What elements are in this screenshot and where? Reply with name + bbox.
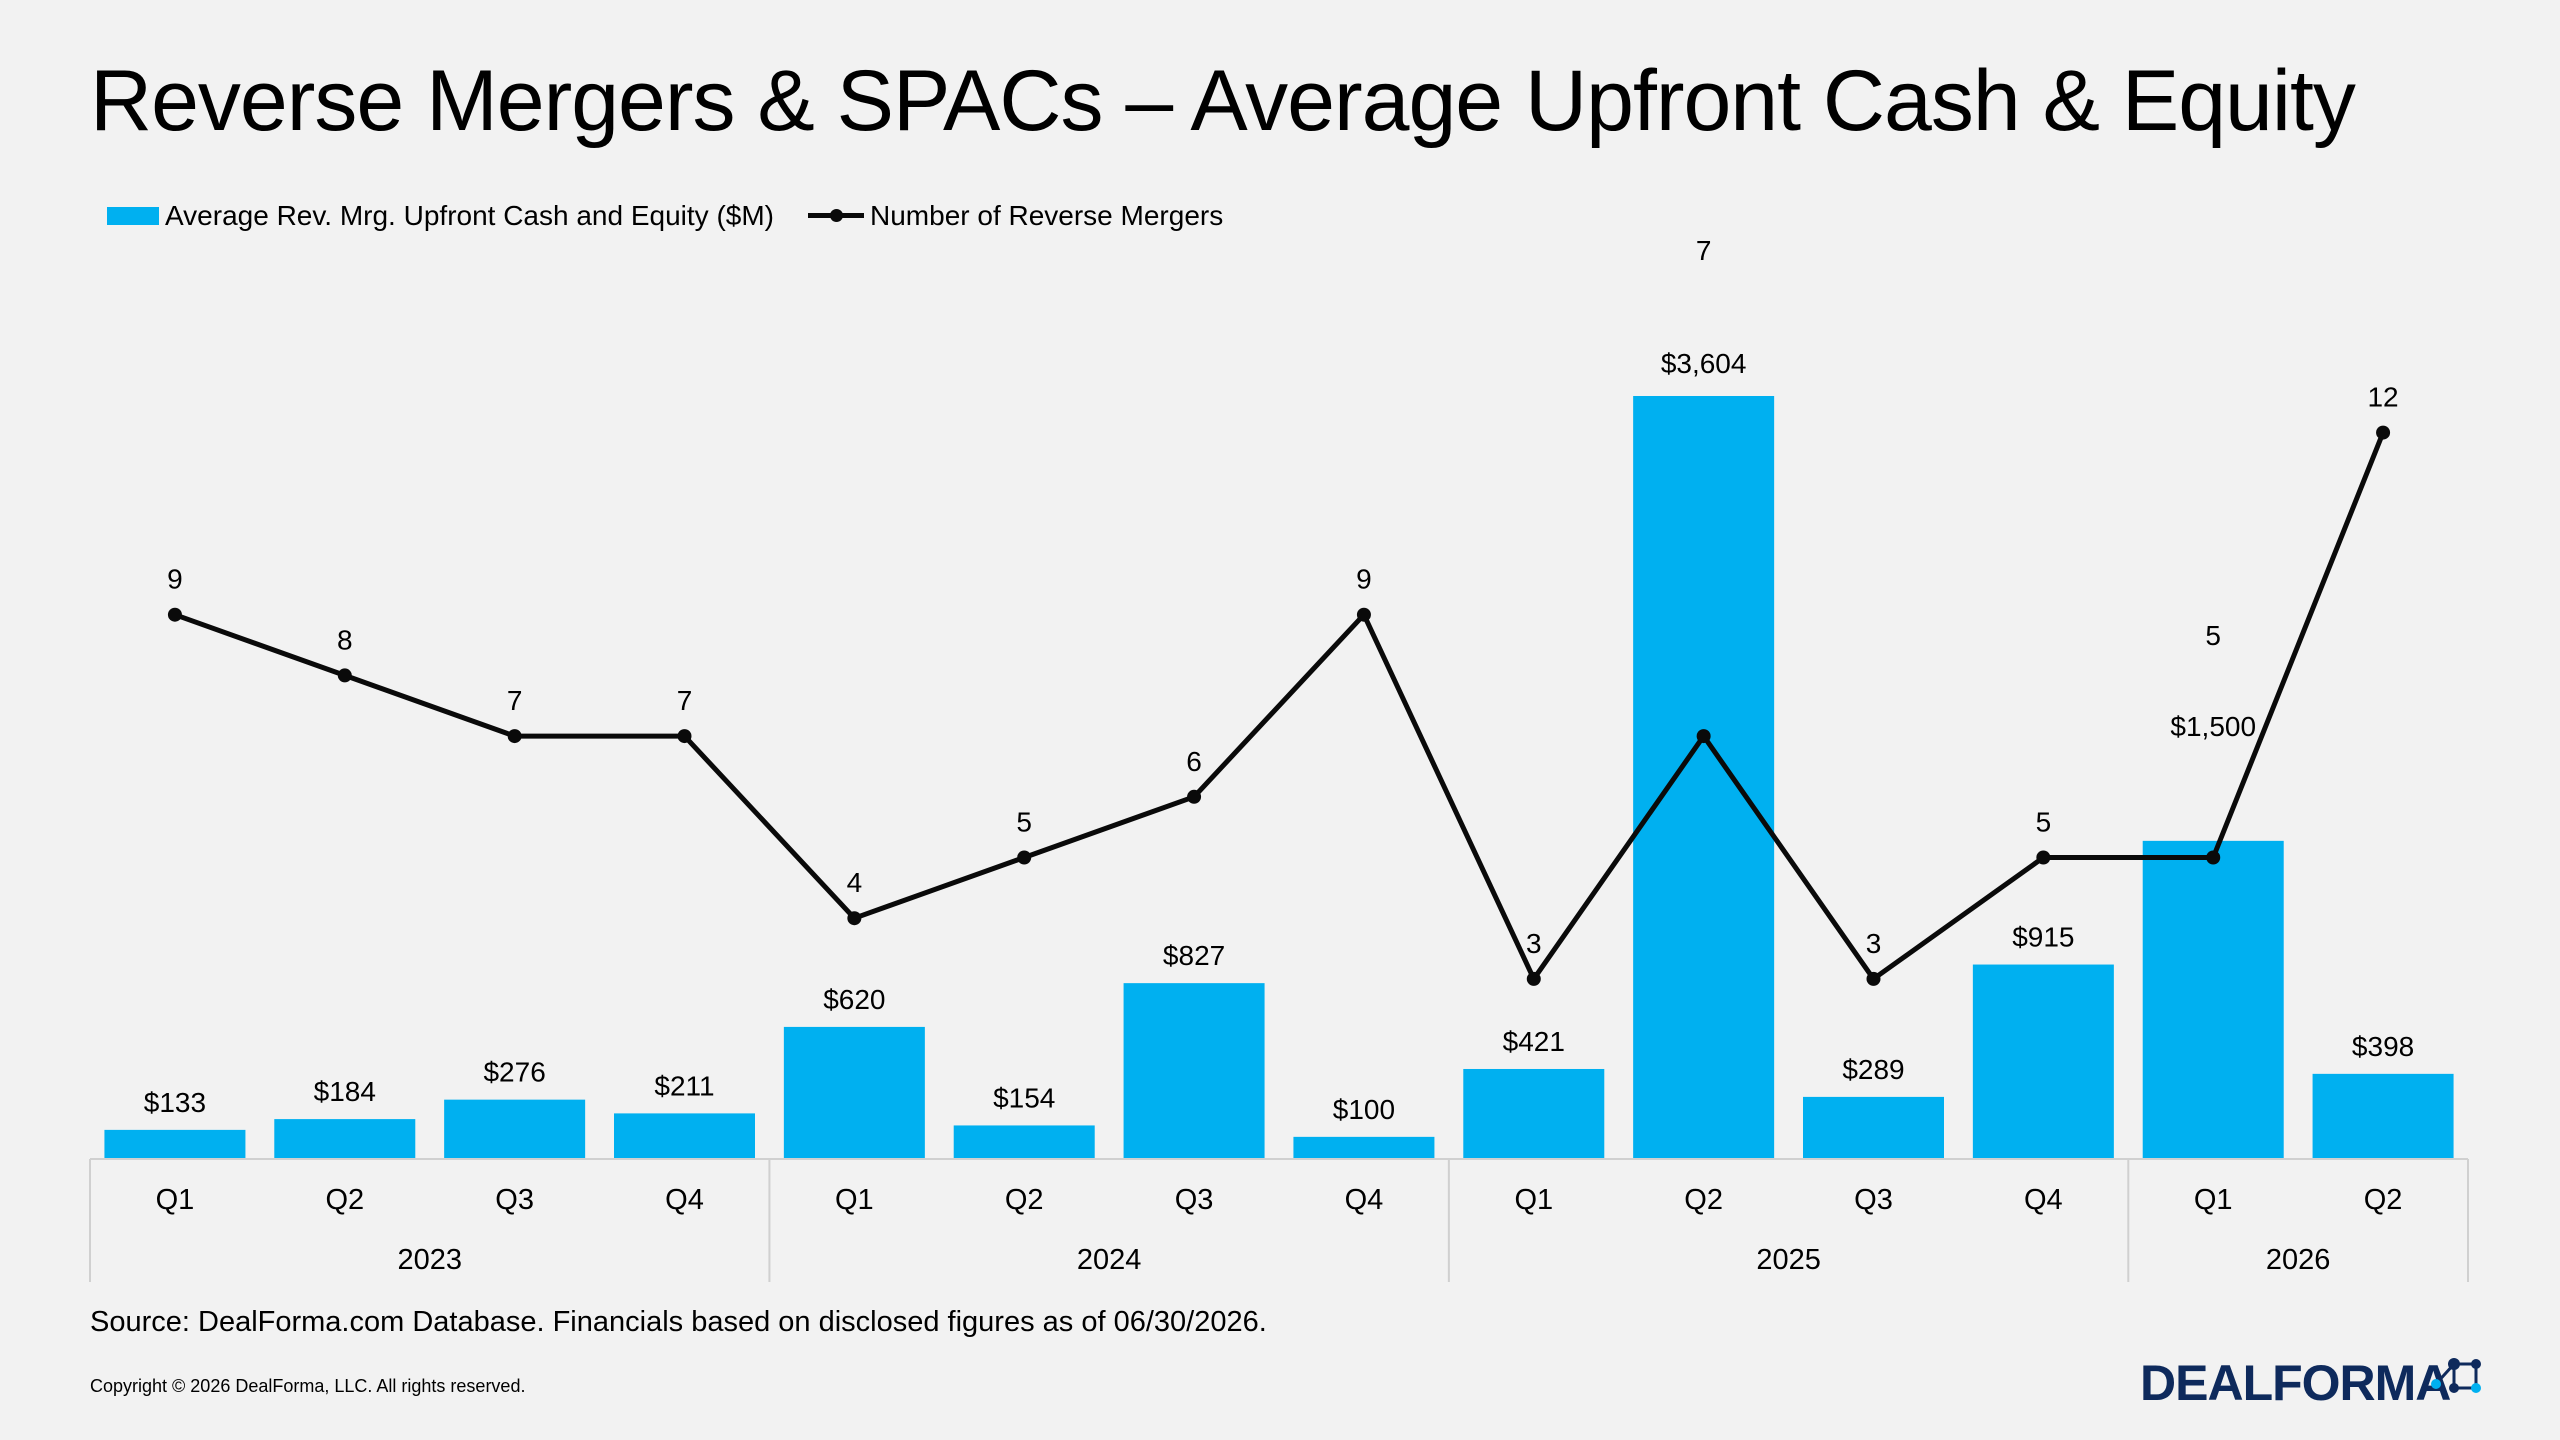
line-label-9: 7: [1696, 235, 1712, 266]
line-label-6: 6: [1186, 746, 1202, 777]
bar-10: [1803, 1096, 1944, 1158]
x-tick-quarter-1: Q2: [325, 1184, 364, 1216]
dealforma-logo: DEALFORMA: [2140, 1352, 2490, 1412]
x-tick-year-2026: 2026: [2266, 1244, 2331, 1276]
bar-label-8: $421: [1503, 1026, 1565, 1057]
line-point-11: [2036, 850, 2051, 865]
chart-title: Reverse Mergers & SPACs – Average Upfron…: [90, 53, 2356, 149]
bar-label-10: $289: [1842, 1054, 1904, 1085]
bar-5: [953, 1125, 1095, 1158]
legend-bar-swatch: [107, 207, 159, 225]
bar-6: [1123, 983, 1265, 1158]
bar-4: [783, 1026, 925, 1158]
bar-0: [104, 1129, 246, 1158]
x-tick-quarter-3: Q4: [665, 1184, 704, 1216]
line-point-3: [677, 729, 692, 744]
bar-label-0: $133: [144, 1087, 206, 1118]
bar-label-1: $184: [314, 1076, 376, 1107]
line-point-8: [1526, 971, 1541, 986]
line-point-12: [2206, 850, 2221, 865]
combo-chart: 2023 2024 2025 2026 Q1 Q2 Q3 Q4 Q1 Q2 Q3 Q4 Q1 Q2 Q3 Q4…: [89, 235, 2469, 1282]
line-label-5: 5: [1016, 807, 1032, 838]
line-label-2: 7: [507, 685, 523, 716]
x-tick-year-2024: 2024: [1077, 1244, 1142, 1276]
bar-label-4: $620: [823, 984, 885, 1015]
line-point-2: [507, 729, 522, 744]
line-point-4: [847, 911, 862, 926]
bar-3: [614, 1113, 755, 1158]
x-tick-quarter-12: Q1: [2194, 1184, 2233, 1216]
bar-13: [2312, 1073, 2454, 1158]
x-tick-quarter-9: Q2: [1684, 1184, 1723, 1216]
x-tick-quarter-2: Q3: [495, 1184, 534, 1216]
source-note: Source: DealForma.com Database. Financia…: [90, 1306, 1267, 1338]
x-tick-quarter-7: Q4: [1345, 1184, 1384, 1216]
line-label-0: 9: [167, 564, 183, 595]
legend-item-line: Number of Reverse Mergers: [808, 200, 1223, 232]
line-number-of-reverse-mergers: [174, 431, 2386, 982]
line-point-5: [1017, 850, 1032, 865]
bar-label-9: $3,604: [1661, 348, 1747, 379]
x-tick-quarter-4: Q1: [835, 1184, 874, 1216]
x-tick-quarter-13: Q2: [2364, 1184, 2403, 1216]
bar-label-2: $276: [483, 1057, 545, 1088]
legend-item-bars: Average Rev. Mrg. Upfront Cash and Equit…: [107, 200, 774, 232]
line-point-10: [1866, 971, 1881, 986]
x-tick-quarter-10: Q3: [1854, 1184, 1893, 1216]
line-point-9: [1696, 729, 1711, 744]
logo-wordmark: DEALFORMA: [2140, 1355, 2451, 1411]
x-tick-year-2025: 2025: [1756, 1244, 1821, 1276]
line-label-4: 4: [847, 867, 863, 898]
line-label-11: 5: [2036, 807, 2052, 838]
bar-label-12: $1,500: [2170, 711, 2256, 742]
copyright-note: Copyright © 2026 DealForma, LLC. All rig…: [90, 1376, 526, 1396]
x-tick-quarter-8: Q1: [1514, 1184, 1553, 1216]
line-point-0: [167, 607, 182, 622]
bar-label-13: $398: [2352, 1031, 2414, 1062]
bar-2: [444, 1099, 586, 1158]
bar-8: [1463, 1068, 1605, 1158]
bar-label-5: $154: [993, 1082, 1055, 1113]
logo-network-icon: [2431, 1358, 2481, 1393]
bar-9: [1633, 396, 1775, 1158]
line-point-1: [337, 668, 352, 683]
bar-7: [1293, 1136, 1435, 1158]
line-point-13: [2376, 425, 2391, 440]
legend-line-swatch: [808, 209, 864, 222]
bar-label-3: $211: [654, 1070, 714, 1101]
line-label-12: 5: [2205, 620, 2221, 651]
line-point-7: [1356, 607, 1371, 622]
x-tick-quarter-0: Q1: [156, 1184, 195, 1216]
bar-label-6: $827: [1163, 940, 1225, 971]
line-label-10: 3: [1866, 928, 1882, 959]
line-label-7: 9: [1356, 564, 1372, 595]
x-tick-year-2023: 2023: [397, 1244, 462, 1276]
bar-11: [1972, 964, 2114, 1158]
line-label-1: 8: [337, 624, 353, 655]
legend-line-label: Number of Reverse Mergers: [870, 200, 1224, 231]
x-tick-quarter-5: Q2: [1005, 1184, 1044, 1216]
legend-bar-label: Average Rev. Mrg. Upfront Cash and Equit…: [165, 200, 774, 231]
bar-label-11: $915: [2012, 922, 2074, 953]
line-label-13: 12: [2367, 382, 2398, 413]
chart-legend: Average Rev. Mrg. Upfront Cash and Equit…: [107, 196, 1257, 236]
line-label-8: 3: [1526, 928, 1542, 959]
bar-1: [274, 1119, 416, 1158]
bar-12: [2142, 840, 2284, 1158]
x-tick-quarter-6: Q3: [1175, 1184, 1214, 1216]
bar-label-7: $100: [1333, 1094, 1395, 1125]
line-point-6: [1187, 789, 1202, 804]
x-tick-quarter-11: Q4: [2024, 1184, 2063, 1216]
line-label-3: 7: [677, 685, 693, 716]
